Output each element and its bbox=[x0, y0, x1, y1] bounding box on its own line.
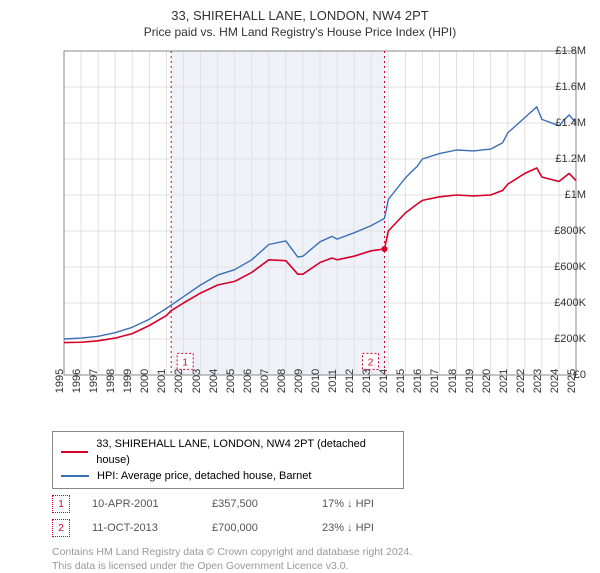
x-tick-label: 1996 bbox=[71, 369, 83, 393]
sale-price: £357,500 bbox=[212, 498, 322, 510]
attribution-line: This data is licensed under the Open Gov… bbox=[52, 559, 586, 573]
sales-list: 1 10-APR-2001£357,50017% ↓ HPI 2 11-OCT-201… bbox=[14, 495, 586, 537]
y-tick-label: £1.4M bbox=[542, 117, 586, 129]
x-tick-label: 2008 bbox=[276, 369, 288, 393]
legend: 33, SHIREHALL LANE, LONDON, NW4 2PT (det… bbox=[52, 431, 404, 489]
chart-subtitle: Price paid vs. HM Land Registry's House … bbox=[14, 25, 586, 39]
y-tick-label: £1.8M bbox=[542, 45, 586, 57]
sale-price: £700,000 bbox=[212, 522, 322, 534]
x-tick-label: 2013 bbox=[361, 369, 373, 393]
legend-entry: 33, SHIREHALL LANE, LONDON, NW4 2PT (det… bbox=[61, 436, 395, 468]
x-tick-label: 2001 bbox=[156, 369, 168, 393]
x-tick-label: 2002 bbox=[173, 369, 185, 393]
x-tick-label: 1995 bbox=[54, 369, 66, 393]
sale-marker-icon: 2 bbox=[52, 519, 70, 537]
sale-date: 11-OCT-2013 bbox=[92, 522, 212, 534]
x-tick-label: 2009 bbox=[293, 369, 305, 393]
y-tick-label: £200K bbox=[542, 333, 586, 345]
svg-text:1: 1 bbox=[182, 357, 188, 368]
x-tick-label: 2019 bbox=[464, 369, 476, 393]
legend-label: HPI: Average price, detached house, Barn… bbox=[97, 468, 311, 484]
x-tick-label: 2023 bbox=[532, 369, 544, 393]
x-tick-label: 2025 bbox=[566, 369, 578, 393]
x-tick-label: 2011 bbox=[327, 369, 339, 393]
attribution: Contains HM Land Registry data © Crown c… bbox=[52, 545, 586, 573]
x-tick-label: 2003 bbox=[191, 369, 203, 393]
x-tick-label: 2015 bbox=[395, 369, 407, 393]
y-tick-label: £800K bbox=[542, 225, 586, 237]
legend-label: 33, SHIREHALL LANE, LONDON, NW4 2PT (det… bbox=[96, 436, 395, 468]
x-tick-label: 2007 bbox=[259, 369, 271, 393]
sale-hpi-delta: 17% ↓ HPI bbox=[322, 498, 462, 510]
sale-row: 2 11-OCT-2013£700,00023% ↓ HPI bbox=[52, 519, 586, 537]
x-tick-label: 2000 bbox=[139, 369, 151, 393]
x-tick-label: 2010 bbox=[310, 369, 322, 393]
x-tick-label: 2016 bbox=[412, 369, 424, 393]
chart-area: 12 £0£200K£400K£600K£800K£1M£1.2M£1.4M£1… bbox=[14, 45, 586, 425]
y-tick-label: £400K bbox=[542, 297, 586, 309]
x-tick-label: 1998 bbox=[105, 369, 117, 393]
sale-marker-icon: 1 bbox=[52, 495, 70, 513]
legend-entry: HPI: Average price, detached house, Barn… bbox=[61, 468, 395, 484]
x-tick-label: 2005 bbox=[225, 369, 237, 393]
svg-text:2: 2 bbox=[368, 357, 374, 368]
x-tick-label: 2006 bbox=[242, 369, 254, 393]
x-tick-label: 2021 bbox=[498, 369, 510, 393]
x-tick-label: 2004 bbox=[208, 369, 220, 393]
x-tick-label: 2020 bbox=[481, 369, 493, 393]
attribution-line: Contains HM Land Registry data © Crown c… bbox=[52, 545, 586, 559]
x-tick-label: 2014 bbox=[378, 369, 390, 393]
x-tick-label: 2024 bbox=[549, 369, 561, 393]
x-tick-label: 1997 bbox=[88, 369, 100, 393]
x-tick-label: 2017 bbox=[429, 369, 441, 393]
sale-hpi-delta: 23% ↓ HPI bbox=[322, 522, 462, 534]
page-root: 33, SHIREHALL LANE, LONDON, NW4 2PT Pric… bbox=[0, 0, 600, 573]
y-tick-label: £600K bbox=[542, 261, 586, 273]
x-tick-label: 2018 bbox=[447, 369, 459, 393]
sale-date: 10-APR-2001 bbox=[92, 498, 212, 510]
y-tick-label: £1.2M bbox=[542, 153, 586, 165]
chart-title: 33, SHIREHALL LANE, LONDON, NW4 2PT bbox=[14, 8, 586, 23]
x-tick-label: 1999 bbox=[122, 369, 134, 393]
x-tick-label: 2022 bbox=[515, 369, 527, 393]
legend-swatch bbox=[61, 475, 89, 477]
y-tick-label: £1.6M bbox=[542, 81, 586, 93]
y-tick-label: £1M bbox=[542, 189, 586, 201]
sale-row: 1 10-APR-2001£357,50017% ↓ HPI bbox=[52, 495, 586, 513]
x-tick-label: 2012 bbox=[344, 369, 356, 393]
legend-swatch bbox=[61, 451, 88, 453]
